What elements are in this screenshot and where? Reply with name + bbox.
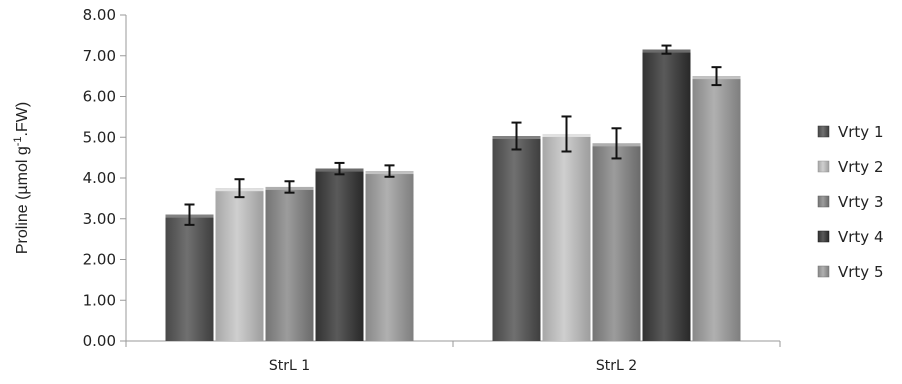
y-axis-label: Proline (µmol g-1.FW) [12, 102, 31, 254]
bars [165, 49, 741, 341]
y-tick-label: 1.00 [83, 291, 116, 309]
bar [165, 214, 214, 341]
legend-label: Vrty 4 [838, 228, 884, 246]
y-tick-label: 0.00 [83, 332, 116, 350]
bar [642, 49, 691, 341]
y-tick-label: 4.00 [83, 169, 116, 187]
legend-label: Vrty 1 [838, 123, 884, 141]
y-axis-label-superscript: -1 [12, 136, 24, 146]
legend-label: Vrty 5 [838, 263, 884, 281]
y-axis-label-main: Proline (µmol g [14, 146, 31, 254]
legend-label: Vrty 3 [838, 193, 884, 211]
y-tick-label: 5.00 [83, 128, 116, 146]
legend-label: Vrty 2 [838, 158, 884, 176]
legend-swatch [817, 125, 830, 138]
y-tick-label: 6.00 [83, 88, 116, 106]
y-tick-label: 2.00 [83, 251, 116, 269]
legend: Vrty 1 Vrty 2 Vrty 3 Vrty 4 Vrty 5 [817, 123, 884, 281]
bar [315, 168, 364, 341]
legend-swatch [817, 265, 830, 278]
bar [215, 188, 264, 341]
error-bars [184, 44, 722, 226]
bar [365, 171, 414, 341]
bar [265, 186, 314, 341]
legend-swatch [817, 230, 830, 243]
bar [592, 143, 641, 341]
bar [492, 136, 541, 341]
legend-swatch [817, 195, 830, 208]
y-tick-label: 7.00 [83, 47, 116, 65]
x-category-label: StrL 1 [269, 358, 310, 374]
legend-swatch [817, 160, 830, 173]
x-category-label: StrL 2 [596, 358, 637, 374]
y-tick-label: 3.00 [83, 210, 116, 228]
y-axis: 0.00 1.00 2.00 3.00 4.00 5.00 6.00 7.00 8.00 [83, 6, 127, 350]
y-tick-label: 8.00 [83, 6, 116, 24]
bar [542, 133, 591, 341]
bar [692, 76, 741, 341]
y-axis-label-tail: .FW) [14, 102, 31, 137]
x-axis: StrL 1 StrL 2 [125, 340, 781, 374]
